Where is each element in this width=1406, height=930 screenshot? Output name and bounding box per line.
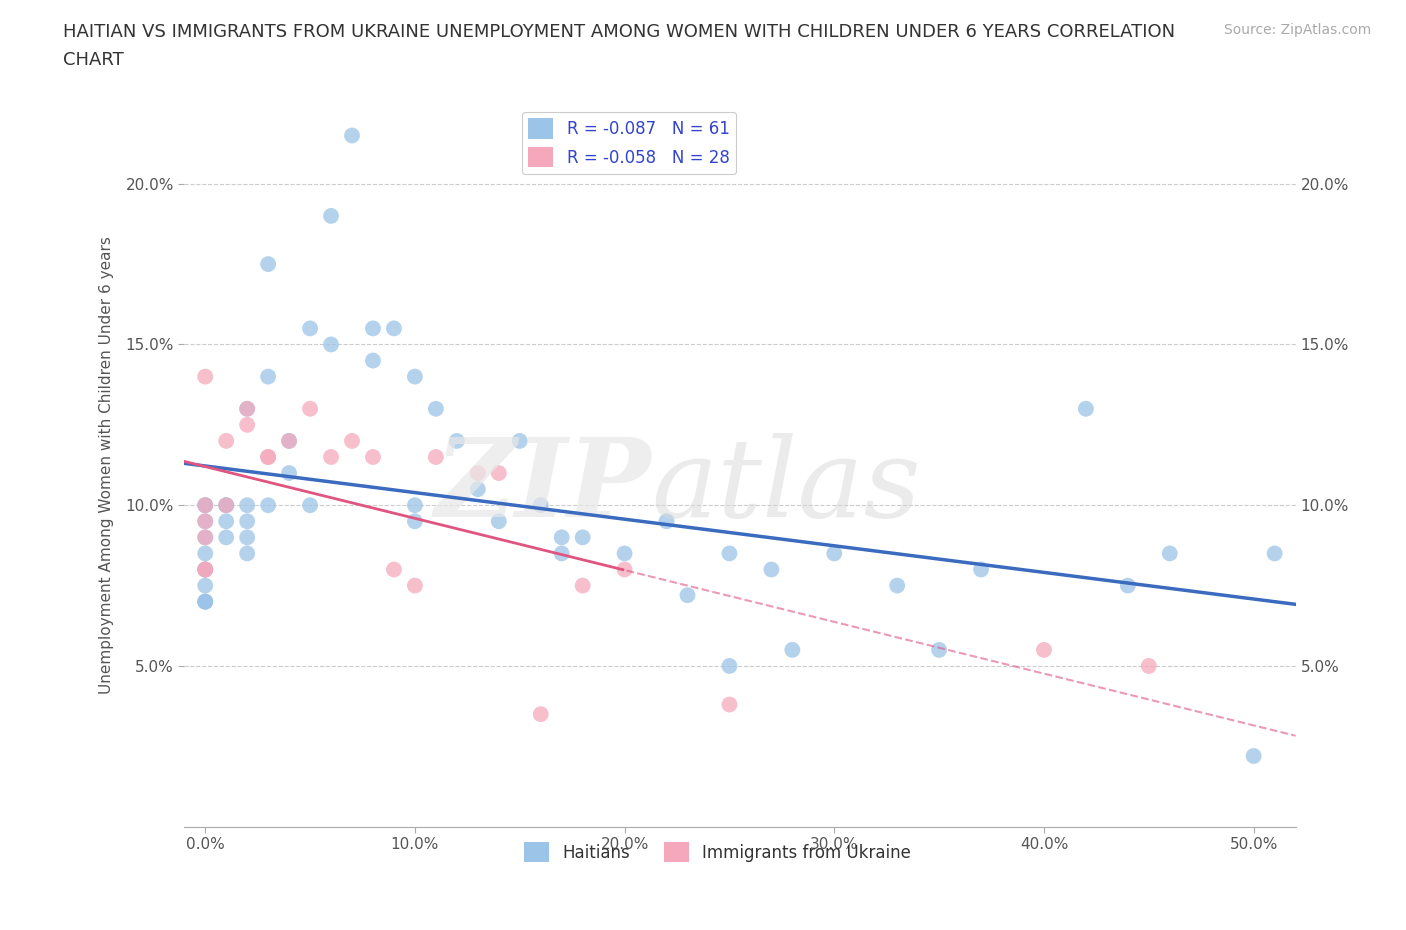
Point xyxy=(215,498,238,512)
Point xyxy=(194,498,217,512)
Text: atlas: atlas xyxy=(651,433,921,540)
Point xyxy=(194,546,217,561)
Point xyxy=(382,562,405,577)
Point xyxy=(530,707,553,722)
Point xyxy=(278,433,301,448)
Point xyxy=(571,530,593,545)
Point xyxy=(194,562,217,577)
Point xyxy=(299,321,322,336)
Text: HAITIAN VS IMMIGRANTS FROM UKRAINE UNEMPLOYMENT AMONG WOMEN WITH CHILDREN UNDER : HAITIAN VS IMMIGRANTS FROM UKRAINE UNEMP… xyxy=(63,23,1175,41)
Point xyxy=(1033,643,1056,658)
Point xyxy=(404,578,426,593)
Point xyxy=(425,402,447,417)
Point xyxy=(550,530,572,545)
Point xyxy=(718,658,741,673)
Point xyxy=(194,562,217,577)
Point xyxy=(1243,749,1265,764)
Point xyxy=(361,353,384,368)
Point xyxy=(550,546,572,561)
Y-axis label: Unemployment Among Women with Children Under 6 years: Unemployment Among Women with Children U… xyxy=(100,236,114,694)
Point xyxy=(236,514,259,529)
Point xyxy=(425,449,447,464)
Point xyxy=(236,530,259,545)
Point xyxy=(194,498,217,512)
Text: Source: ZipAtlas.com: Source: ZipAtlas.com xyxy=(1223,23,1371,37)
Point xyxy=(319,449,342,464)
Point xyxy=(236,402,259,417)
Point xyxy=(194,562,217,577)
Point xyxy=(194,562,217,577)
Point xyxy=(761,562,783,577)
Point xyxy=(382,321,405,336)
Point xyxy=(257,257,280,272)
Point xyxy=(340,128,363,143)
Point xyxy=(194,514,217,529)
Text: ZIP: ZIP xyxy=(434,433,651,540)
Point xyxy=(782,643,804,658)
Point xyxy=(404,498,426,512)
Point xyxy=(194,594,217,609)
Point xyxy=(1159,546,1181,561)
Point xyxy=(340,433,363,448)
Point xyxy=(361,449,384,464)
Point xyxy=(215,433,238,448)
Point xyxy=(655,514,678,529)
Point xyxy=(446,433,468,448)
Point xyxy=(530,498,553,512)
Point xyxy=(1116,578,1139,593)
Point xyxy=(257,369,280,384)
Point xyxy=(361,321,384,336)
Point xyxy=(278,466,301,481)
Point xyxy=(1074,402,1097,417)
Point xyxy=(571,578,593,593)
Point xyxy=(299,402,322,417)
Point xyxy=(467,482,489,497)
Point xyxy=(215,498,238,512)
Point xyxy=(718,698,741,712)
Point xyxy=(236,418,259,432)
Point xyxy=(194,594,217,609)
Legend: Haitians, Immigrants from Ukraine: Haitians, Immigrants from Ukraine xyxy=(517,835,918,869)
Point xyxy=(928,643,950,658)
Point xyxy=(718,546,741,561)
Point xyxy=(236,546,259,561)
Point xyxy=(488,466,510,481)
Point xyxy=(236,402,259,417)
Point xyxy=(257,498,280,512)
Point xyxy=(1264,546,1286,561)
Point xyxy=(299,498,322,512)
Point xyxy=(194,530,217,545)
Point xyxy=(1137,658,1160,673)
Point xyxy=(467,466,489,481)
Point xyxy=(194,594,217,609)
Point xyxy=(215,530,238,545)
Point xyxy=(488,514,510,529)
Point xyxy=(970,562,993,577)
Point xyxy=(257,449,280,464)
Point xyxy=(404,369,426,384)
Point xyxy=(676,588,699,603)
Point xyxy=(278,433,301,448)
Point xyxy=(613,546,636,561)
Point xyxy=(886,578,908,593)
Point xyxy=(194,514,217,529)
Point xyxy=(215,514,238,529)
Point xyxy=(236,498,259,512)
Point xyxy=(319,208,342,223)
Point xyxy=(613,562,636,577)
Point xyxy=(194,498,217,512)
Point xyxy=(215,498,238,512)
Point xyxy=(194,530,217,545)
Text: CHART: CHART xyxy=(63,51,124,69)
Point xyxy=(194,578,217,593)
Point xyxy=(823,546,845,561)
Point xyxy=(194,369,217,384)
Point xyxy=(319,337,342,352)
Point xyxy=(404,514,426,529)
Point xyxy=(257,449,280,464)
Point xyxy=(509,433,531,448)
